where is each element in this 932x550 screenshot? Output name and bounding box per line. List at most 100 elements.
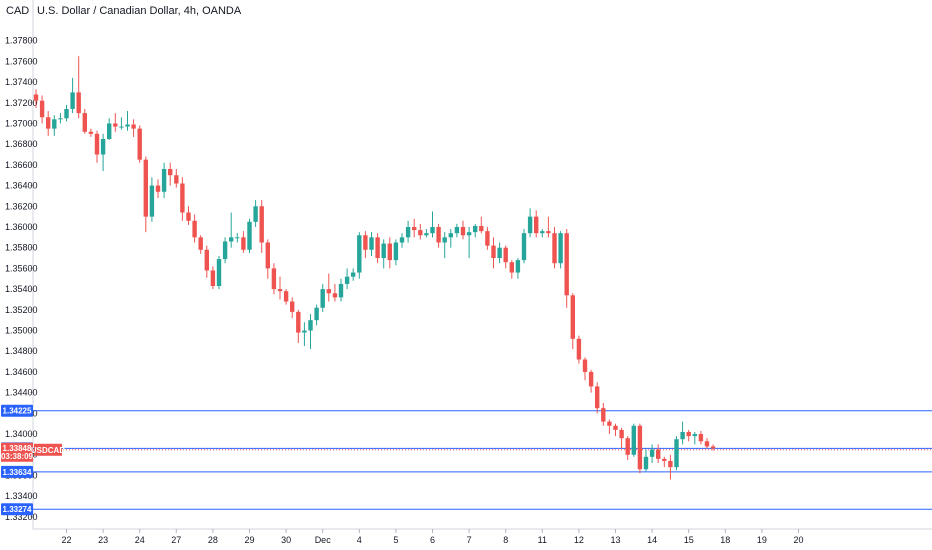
candle-body[interactable]	[387, 243, 392, 261]
candle-body[interactable]	[94, 133, 100, 155]
candle-body[interactable]	[210, 270, 216, 286]
candle-body[interactable]	[271, 268, 277, 290]
candle-body[interactable]	[418, 230, 423, 236]
candle-body[interactable]	[357, 235, 362, 273]
candle-body[interactable]	[161, 169, 167, 192]
candle-body[interactable]	[277, 289, 283, 292]
candle-body[interactable]	[710, 446, 716, 449]
candle-body[interactable]	[241, 237, 246, 250]
candle-body[interactable]	[308, 320, 313, 331]
candle-body[interactable]	[485, 231, 490, 246]
candle-body[interactable]	[174, 175, 179, 184]
candle-body[interactable]	[558, 233, 563, 264]
candle-body[interactable]	[631, 425, 636, 455]
candle-body[interactable]	[491, 245, 496, 259]
candle-body[interactable]	[637, 425, 643, 470]
candle-body[interactable]	[222, 241, 228, 260]
candle-body[interactable]	[363, 235, 368, 250]
candle-body[interactable]	[125, 124, 130, 127]
candle-body[interactable]	[119, 126, 124, 128]
candle-body[interactable]	[369, 237, 374, 250]
candle-body[interactable]	[332, 293, 338, 298]
candle-body[interactable]	[552, 233, 557, 264]
candle-body[interactable]	[527, 216, 533, 234]
candle-body[interactable]	[680, 431, 685, 440]
candle-body[interactable]	[216, 259, 222, 286]
candle-body[interactable]	[168, 169, 173, 176]
candle-body[interactable]	[692, 434, 697, 437]
candle-body[interactable]	[290, 301, 295, 312]
candle-body[interactable]	[39, 100, 45, 118]
candle-body[interactable]	[204, 249, 209, 271]
candle-body[interactable]	[64, 108, 69, 119]
candle-body[interactable]	[296, 311, 301, 333]
candle-body[interactable]	[375, 237, 380, 259]
candle-body[interactable]	[320, 289, 325, 308]
candle-body[interactable]	[235, 237, 240, 239]
candle-body[interactable]	[473, 225, 478, 233]
candle-body[interactable]	[302, 330, 307, 333]
candle-body[interactable]	[253, 206, 258, 222]
candle-body[interactable]	[70, 92, 75, 109]
candle-body[interactable]	[442, 237, 447, 243]
candle-body[interactable]	[674, 439, 679, 468]
candle-body[interactable]	[259, 206, 264, 243]
candle-body[interactable]	[265, 242, 270, 269]
candle-body[interactable]	[424, 233, 429, 236]
candle-body[interactable]	[497, 247, 502, 259]
candle-body[interactable]	[247, 221, 252, 250]
candle-body[interactable]	[686, 431, 691, 437]
candle-body[interactable]	[436, 226, 441, 243]
candle-body[interactable]	[430, 226, 435, 234]
candle-body[interactable]	[625, 438, 630, 455]
candle-body[interactable]	[601, 408, 606, 422]
candle-body[interactable]	[46, 117, 51, 129]
candle-body[interactable]	[540, 231, 545, 234]
candle-body[interactable]	[338, 283, 344, 298]
candle-body[interactable]	[33, 94, 39, 101]
candle-body[interactable]	[546, 231, 551, 234]
candle-body[interactable]	[405, 226, 411, 238]
candle-body[interactable]	[180, 183, 185, 213]
candle-body[interactable]	[131, 124, 136, 129]
candle-body[interactable]	[381, 243, 386, 259]
candle-body[interactable]	[515, 260, 521, 273]
candle-body[interactable]	[698, 434, 704, 442]
candle-body[interactable]	[198, 237, 203, 250]
candle-body[interactable]	[113, 123, 118, 127]
candle-body[interactable]	[143, 159, 148, 217]
candle-body[interactable]	[503, 247, 508, 263]
candle-body[interactable]	[76, 92, 81, 114]
candle-body[interactable]	[393, 242, 399, 261]
candle-body[interactable]	[137, 128, 142, 160]
candle-body[interactable]	[704, 441, 710, 447]
candle-body[interactable]	[283, 291, 289, 302]
candle-body[interactable]	[454, 226, 460, 234]
candle-body[interactable]	[662, 458, 667, 461]
candle-body[interactable]	[88, 131, 94, 134]
candle-body[interactable]	[582, 359, 588, 372]
candle-body[interactable]	[82, 113, 87, 132]
candle-body[interactable]	[460, 226, 466, 236]
candle-body[interactable]	[107, 123, 112, 139]
candle-body[interactable]	[351, 272, 356, 277]
candle-body[interactable]	[186, 212, 191, 221]
candle-body[interactable]	[570, 295, 575, 339]
candle-body[interactable]	[564, 233, 569, 296]
candle-body[interactable]	[326, 289, 331, 294]
candle-body[interactable]	[595, 386, 600, 409]
candle-body[interactable]	[448, 233, 453, 238]
candle-body[interactable]	[479, 225, 484, 232]
candle-body[interactable]	[649, 449, 655, 457]
candle-body[interactable]	[100, 138, 106, 155]
candle-body[interactable]	[509, 262, 514, 273]
candle-body[interactable]	[534, 216, 539, 234]
candle-body[interactable]	[466, 232, 472, 236]
candle-body[interactable]	[192, 220, 197, 238]
candle-body[interactable]	[58, 118, 63, 120]
candle-body[interactable]	[155, 185, 161, 192]
candle-body[interactable]	[576, 338, 582, 360]
candle-body[interactable]	[619, 429, 624, 439]
